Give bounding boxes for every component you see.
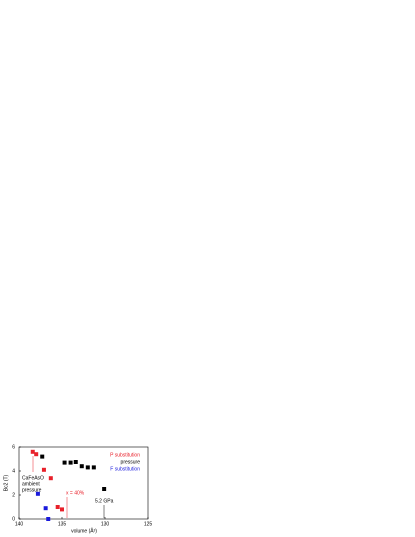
- point: [68, 460, 73, 465]
- point: [30, 449, 35, 454]
- legend-label: pressure: [121, 459, 141, 465]
- point: [41, 467, 46, 472]
- plot-frame: [18, 446, 149, 520]
- x-tick-label: 125: [144, 521, 153, 527]
- point: [91, 465, 96, 470]
- annotation: 5.2 GPa: [95, 498, 114, 504]
- point: [62, 460, 67, 465]
- point: [35, 491, 40, 496]
- point: [46, 517, 51, 521]
- point: [79, 464, 84, 469]
- annotation: ambient: [22, 481, 40, 487]
- x-tick-label: 140: [15, 521, 24, 527]
- point: [55, 505, 60, 509]
- y-tick-label: 4: [12, 468, 15, 474]
- point: [48, 476, 53, 481]
- x-tick-label: 130: [101, 521, 110, 527]
- point: [85, 465, 90, 470]
- annotation: x = 40%: [66, 490, 85, 496]
- point: [73, 460, 78, 464]
- point: [40, 454, 45, 459]
- legend-label: F substitution: [110, 466, 140, 472]
- y-axis-label: Bc2 (T): [3, 474, 9, 491]
- legend-label: P substitution: [110, 452, 140, 458]
- point: [60, 507, 64, 512]
- point: [43, 506, 48, 511]
- point: [102, 487, 107, 491]
- annotation: CaFeAsO: [22, 475, 44, 481]
- point: [34, 452, 39, 457]
- x-axis-label: volume (Å³): [71, 527, 97, 534]
- y-tick-label: 6: [12, 444, 15, 450]
- annotation: pressure: [22, 487, 42, 493]
- y-tick-label: 0: [12, 516, 15, 522]
- y-tick-label: 2: [12, 492, 15, 498]
- x-tick-label: 135: [58, 521, 67, 527]
